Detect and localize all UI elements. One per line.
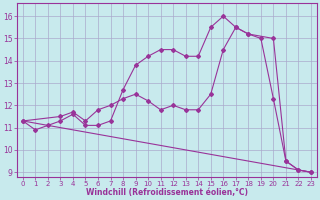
X-axis label: Windchill (Refroidissement éolien,°C): Windchill (Refroidissement éolien,°C) (86, 188, 248, 197)
